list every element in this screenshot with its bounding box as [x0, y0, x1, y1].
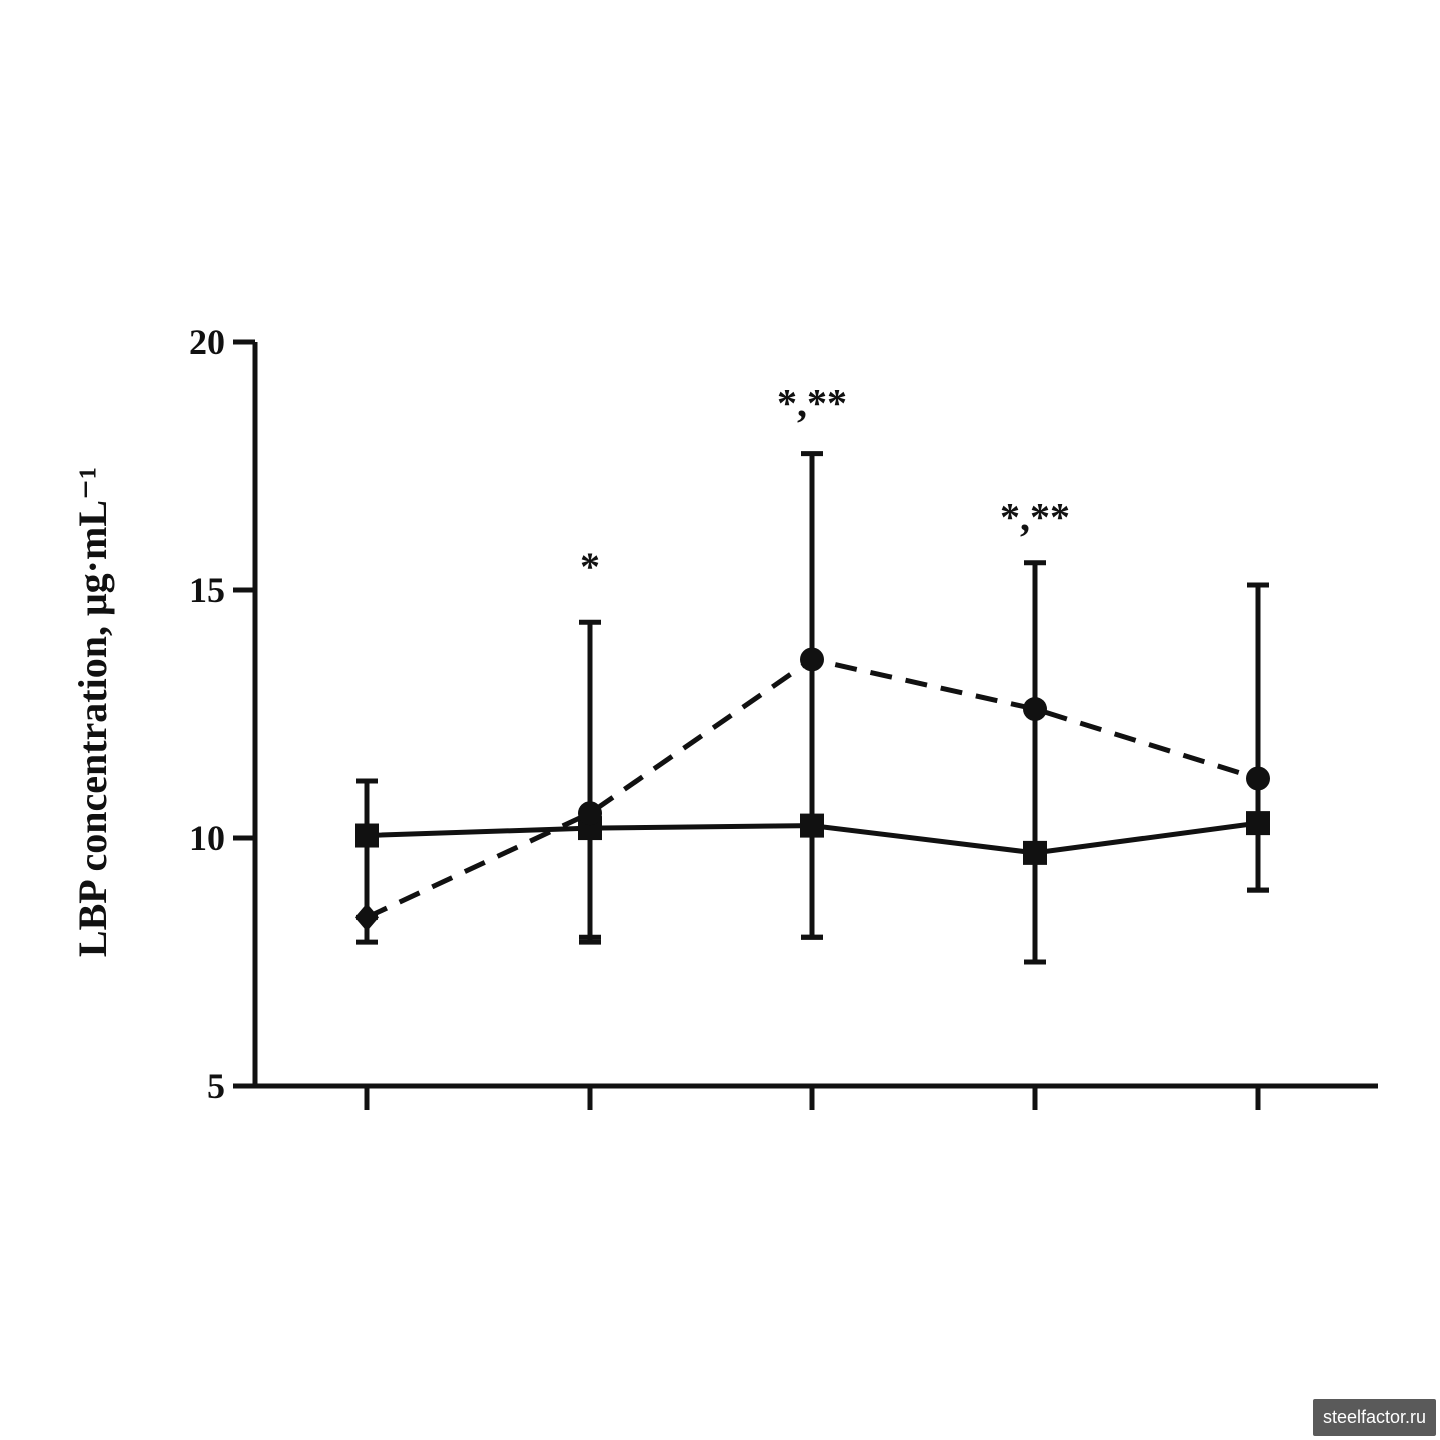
significance-annotation: *,**	[777, 380, 847, 425]
y-tick-label: 20	[189, 322, 225, 362]
circle-marker	[800, 647, 824, 672]
circle-marker	[578, 801, 602, 826]
square-marker	[355, 823, 379, 848]
significance-annotation: *,**	[1000, 494, 1070, 539]
y-tick-label: 5	[207, 1066, 225, 1106]
diamond-marker	[355, 903, 379, 932]
significance-annotation: *	[580, 544, 600, 589]
square-marker	[800, 813, 824, 838]
annotation-layer: * *,** *,**	[580, 380, 1070, 589]
y-tick-label: 15	[189, 570, 225, 610]
square-marker	[1246, 811, 1270, 836]
y-axis-label: LBP concentration, μg·mL⁻¹	[70, 467, 115, 957]
watermark: steelfactor.ru	[1312, 1399, 1436, 1436]
series-layer	[355, 451, 1270, 965]
circle-marker	[1023, 697, 1047, 722]
circle-marker	[1246, 766, 1270, 791]
y-tick-label: 10	[189, 818, 225, 858]
square-marker	[1023, 840, 1047, 865]
axes: 5 10 15 20	[189, 322, 1378, 1110]
